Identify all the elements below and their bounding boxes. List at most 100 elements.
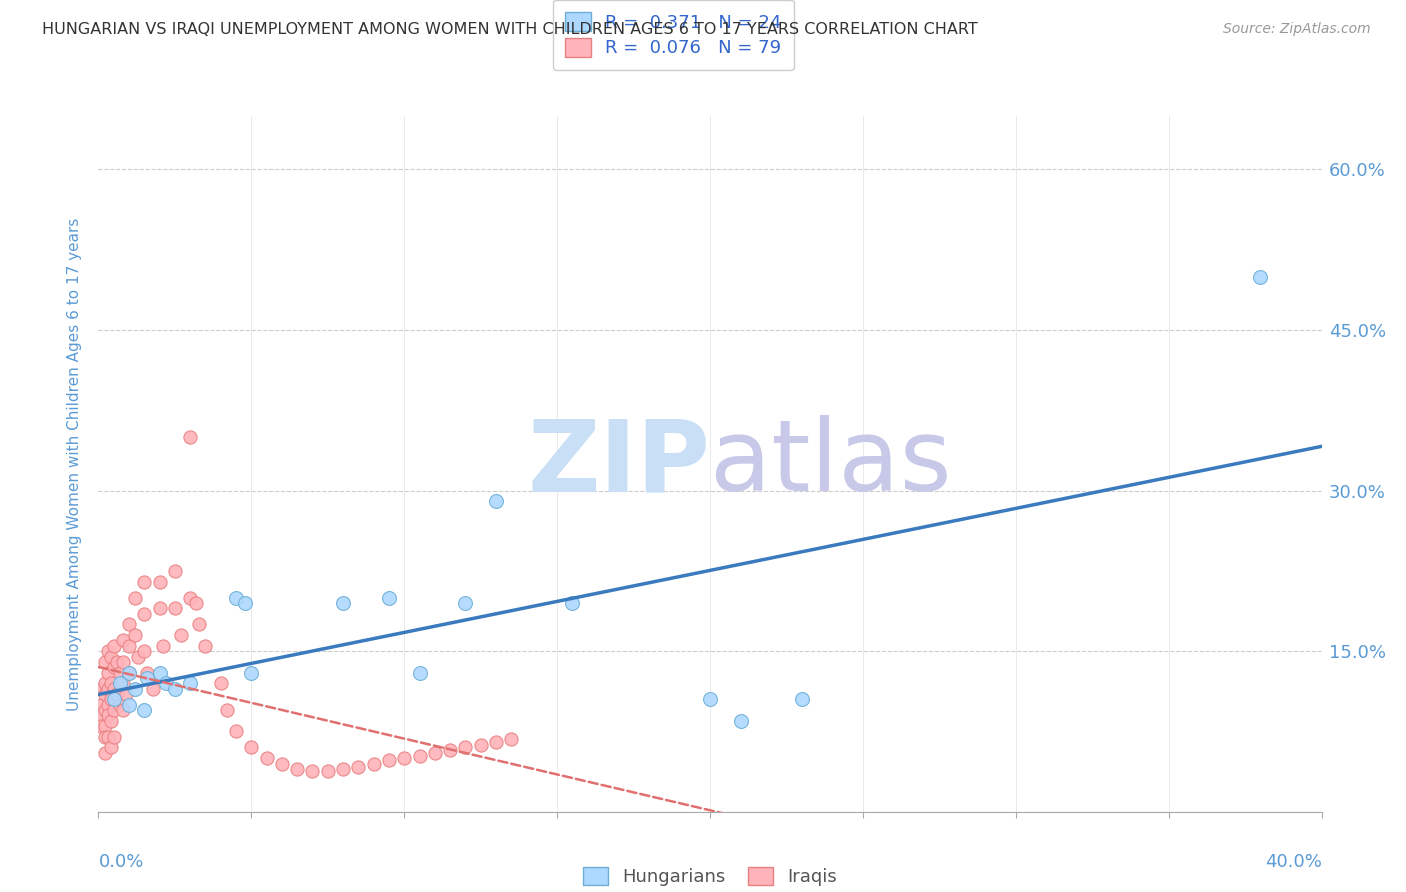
Point	[149, 665, 172, 680]
Point	[332, 596, 354, 610]
Point	[408, 665, 430, 680]
Y-axis label: Unemployment Among Women with Children Ages 6 to 17 years: Unemployment Among Women with Children A…	[67, 217, 83, 711]
Point	[136, 665, 159, 680]
Point	[142, 681, 165, 696]
Point	[347, 760, 370, 774]
Point	[454, 596, 477, 610]
Point	[423, 746, 446, 760]
Point	[188, 617, 211, 632]
Point	[408, 749, 430, 764]
Point	[97, 698, 120, 712]
Point	[170, 628, 193, 642]
Point	[1249, 269, 1271, 284]
Point	[118, 665, 141, 680]
Point	[124, 681, 146, 696]
Point	[111, 676, 134, 690]
Point	[90, 681, 112, 696]
Point	[111, 633, 134, 648]
Point	[118, 617, 141, 632]
Point	[225, 724, 247, 739]
Point	[97, 708, 120, 723]
Point	[111, 655, 134, 669]
Point	[90, 719, 112, 733]
Text: 40.0%: 40.0%	[1265, 854, 1322, 871]
Point	[152, 639, 174, 653]
Point	[93, 730, 115, 744]
Point	[316, 764, 339, 778]
Text: Source: ZipAtlas.com: Source: ZipAtlas.com	[1223, 22, 1371, 37]
Point	[103, 681, 125, 696]
Point	[378, 591, 401, 605]
Point	[118, 639, 141, 653]
Point	[179, 676, 201, 690]
Point	[124, 628, 146, 642]
Point	[111, 703, 134, 717]
Point	[100, 649, 122, 664]
Point	[100, 676, 122, 690]
Point	[179, 430, 201, 444]
Point	[105, 687, 128, 701]
Point	[233, 596, 256, 610]
Point	[225, 591, 247, 605]
Point	[108, 665, 131, 680]
Point	[186, 596, 208, 610]
Point	[134, 607, 156, 621]
Point	[699, 692, 721, 706]
Point	[378, 753, 401, 767]
Point	[240, 665, 263, 680]
Point	[134, 574, 156, 589]
Point	[149, 574, 172, 589]
Point	[97, 665, 120, 680]
Point	[485, 735, 508, 749]
Point	[118, 698, 141, 712]
Text: ZIP: ZIP	[527, 416, 710, 512]
Point	[215, 703, 238, 717]
Point	[103, 639, 125, 653]
Point	[103, 703, 125, 717]
Point	[240, 740, 263, 755]
Text: 0.0%: 0.0%	[98, 854, 143, 871]
Point	[439, 742, 461, 756]
Point	[730, 714, 752, 728]
Point	[179, 591, 201, 605]
Legend: Hungarians, Iraqis: Hungarians, Iraqis	[575, 859, 845, 892]
Point	[100, 714, 122, 728]
Point	[470, 739, 492, 753]
Point	[127, 649, 149, 664]
Point	[90, 708, 112, 723]
Point	[90, 698, 112, 712]
Point	[103, 730, 125, 744]
Point	[163, 681, 186, 696]
Text: atlas: atlas	[710, 416, 952, 512]
Point	[115, 687, 138, 701]
Point	[124, 591, 146, 605]
Point	[501, 731, 523, 746]
Point	[97, 644, 120, 658]
Point	[163, 564, 186, 578]
Point	[97, 681, 120, 696]
Point	[97, 730, 120, 744]
Point	[93, 676, 115, 690]
Point	[270, 756, 292, 771]
Point	[561, 596, 583, 610]
Point	[118, 665, 141, 680]
Point	[93, 746, 115, 760]
Point	[105, 655, 128, 669]
Point	[134, 644, 156, 658]
Point	[155, 676, 177, 690]
Point	[136, 671, 159, 685]
Point	[163, 601, 186, 615]
Point	[485, 494, 508, 508]
Point	[93, 719, 115, 733]
Point	[790, 692, 813, 706]
Point	[103, 660, 125, 674]
Point	[93, 655, 115, 669]
Point	[285, 762, 308, 776]
Text: HUNGARIAN VS IRAQI UNEMPLOYMENT AMONG WOMEN WITH CHILDREN AGES 6 TO 17 YEARS COR: HUNGARIAN VS IRAQI UNEMPLOYMENT AMONG WO…	[42, 22, 979, 37]
Point	[392, 751, 416, 765]
Point	[100, 740, 122, 755]
Point	[209, 676, 232, 690]
Point	[149, 601, 172, 615]
Point	[93, 687, 115, 701]
Point	[134, 703, 156, 717]
